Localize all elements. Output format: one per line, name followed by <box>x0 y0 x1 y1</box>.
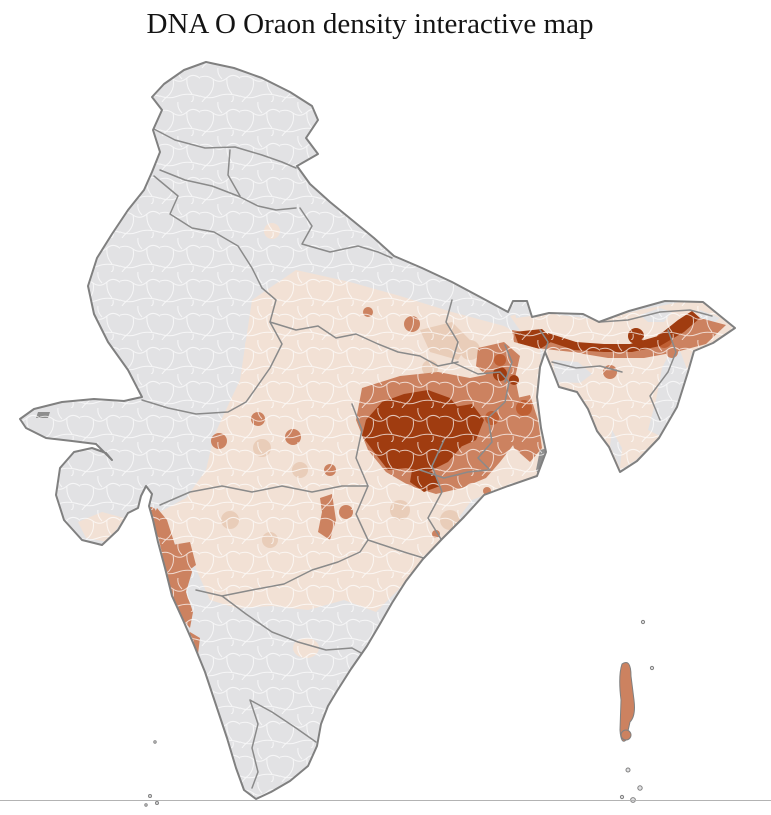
bottom-divider <box>0 800 771 801</box>
india-outline[interactable] <box>19 61 736 800</box>
andaman-nicobar-islands[interactable] <box>619 619 655 803</box>
page-title: DNA O Oraon density interactive map <box>146 8 594 40</box>
lakshadweep-islands[interactable] <box>144 740 159 807</box>
region-mumbai-masked-dot[interactable] <box>151 541 157 547</box>
